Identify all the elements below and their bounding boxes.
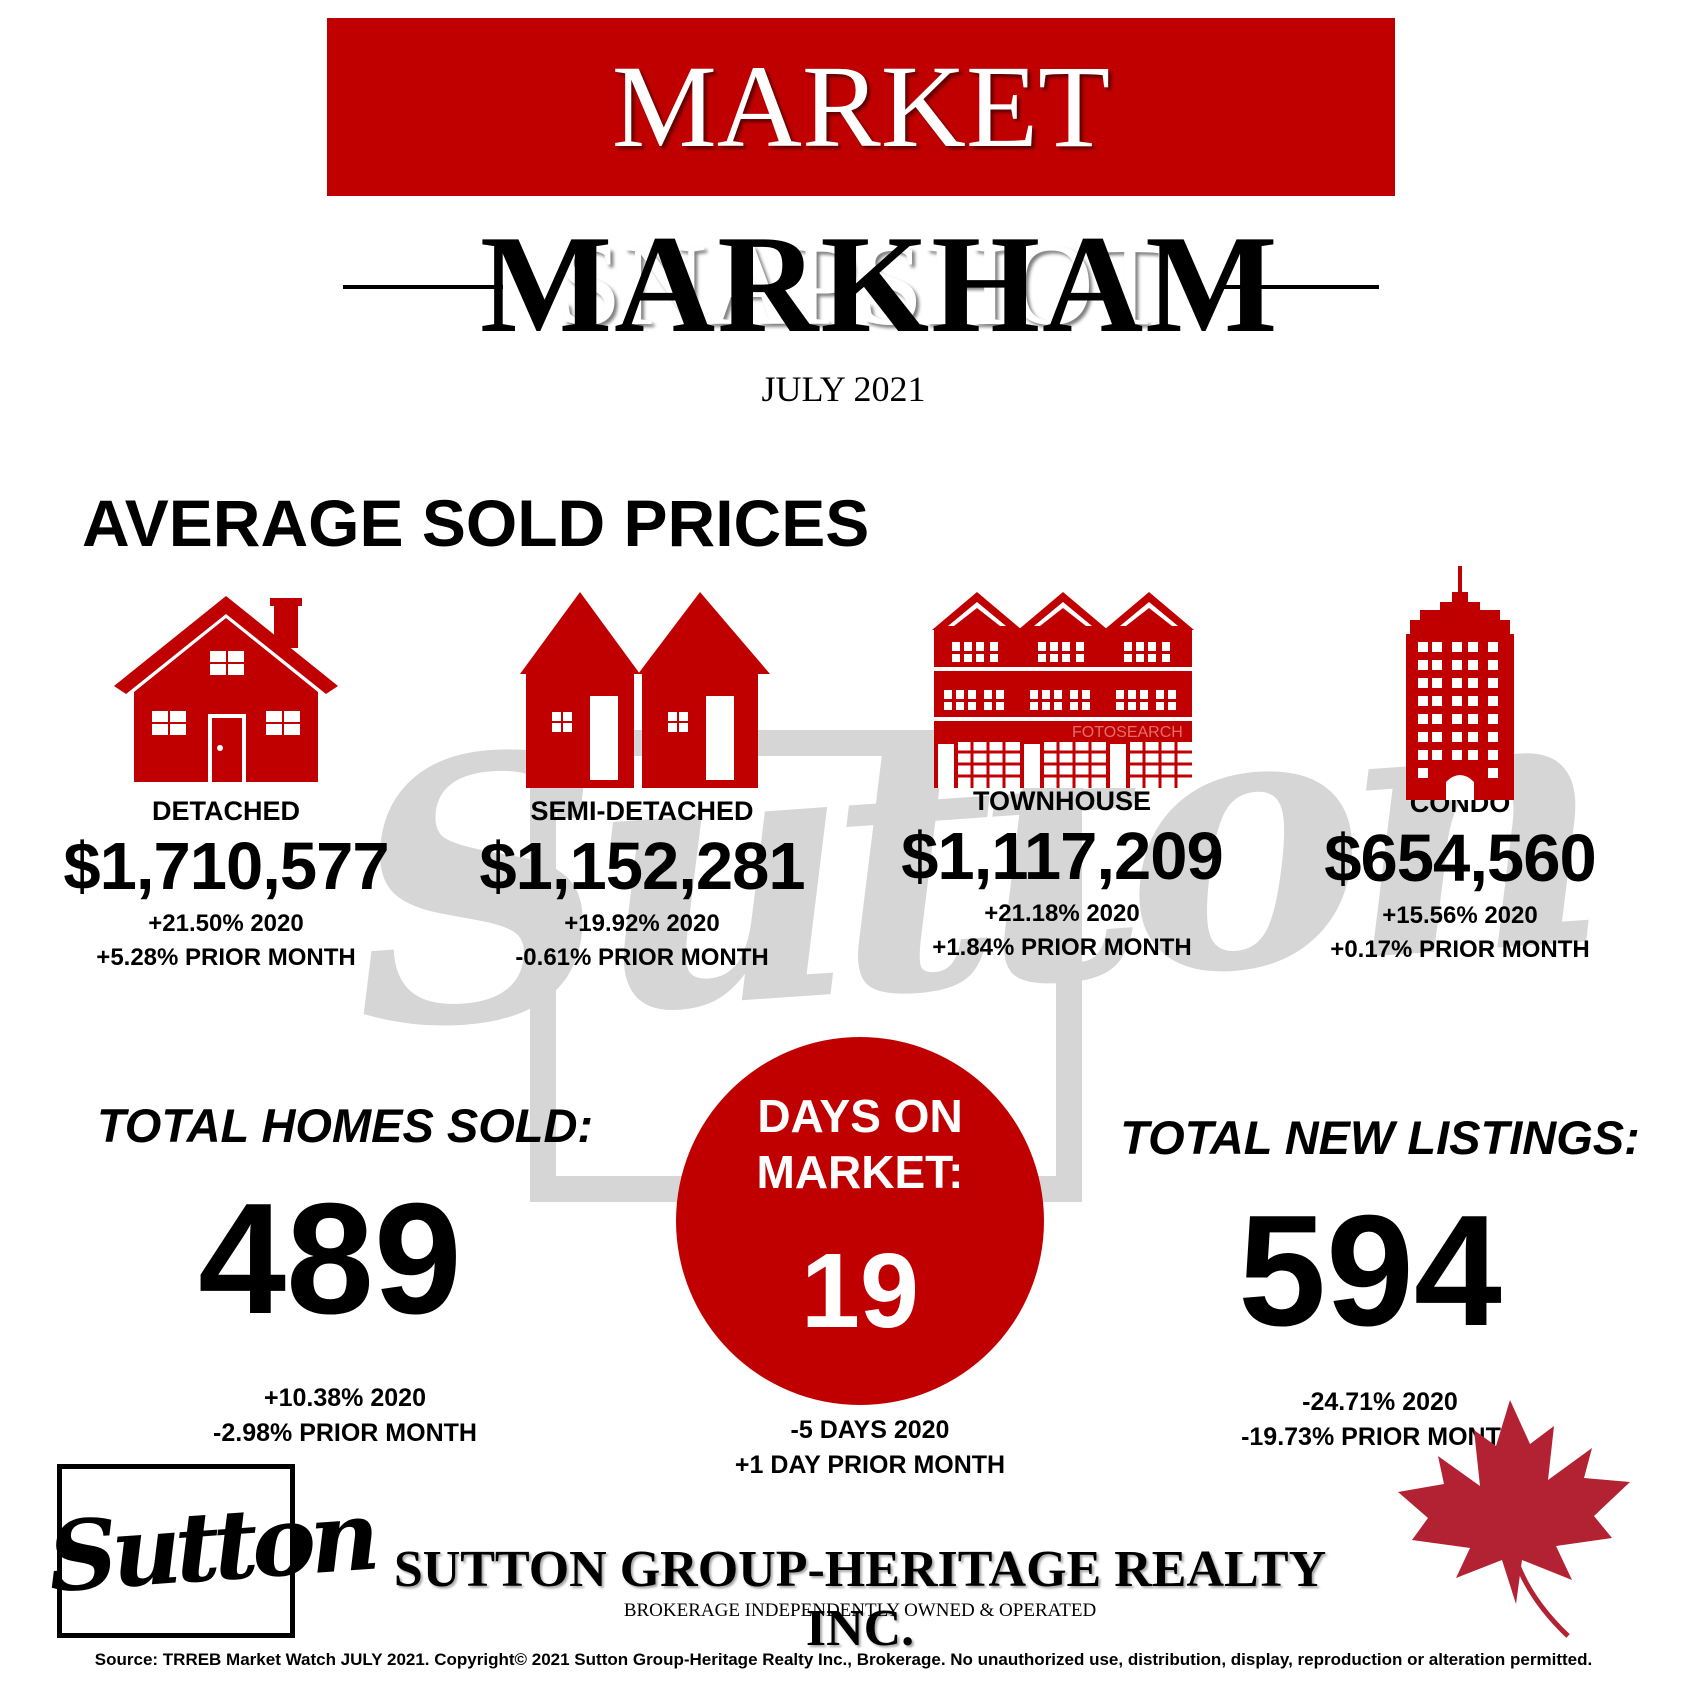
dom-changes: -5 DAYS 2020 +1 DAY PRIOR MONTH (660, 1413, 1080, 1483)
homes-sold-value: 489 (198, 1171, 462, 1347)
dom-title-line1: DAYS ON (757, 1090, 963, 1142)
new-listings-value: 594 (1238, 1183, 1502, 1359)
change-year: +19.92% 2020 (564, 910, 720, 937)
company-tagline: BROKERAGE INDEPENDENTLY OWNED & OPERATED (623, 1600, 1097, 1621)
property-label: DETACHED (152, 796, 300, 826)
new-listings-block: TOTAL NEW LISTINGS: 594 -24.71% 2020 -19… (1100, 1110, 1660, 1455)
change-year: +15.56% 2020 (1382, 902, 1538, 929)
stock-watermark-text: FOTOSEARCH (1072, 724, 1183, 741)
property-card-detached: DETACHED $1,710,577 +21.50% 2020 +5.28% … (36, 596, 416, 975)
detached-house-icon (36, 596, 416, 796)
city-title: MARKHAM (480, 207, 1280, 362)
maple-leaf-icon (1398, 1400, 1638, 1640)
title-rule-right (1217, 285, 1379, 289)
change-month: +0.17% PRIOR MONTH (1330, 936, 1590, 963)
change-year: +21.50% 2020 (148, 910, 304, 937)
sutton-logo-text: Sutton (44, 1478, 378, 1615)
section-title-average-prices: AVERAGE SOLD PRICES (82, 486, 870, 560)
semi-detached-house-icon (452, 592, 832, 792)
new-listings-title: TOTAL NEW LISTINGS: (1120, 1111, 1640, 1164)
homes-sold-block: TOTAL HOMES SOLD: 489 +10.38% 2020 -2.98… (70, 1098, 620, 1451)
property-price: $1,710,577 (63, 829, 389, 904)
homes-sold-title: TOTAL HOMES SOLD: (96, 1099, 594, 1152)
condo-tower-icon (1270, 566, 1650, 802)
property-card-condo: CONDO $654,560 +15.56% 2020 +0.17% PRIOR… (1270, 566, 1650, 967)
property-label: SEMI-DETACHED (530, 796, 754, 826)
property-price: $1,117,209 (901, 819, 1224, 894)
change-month: -19.73% PRIOR MONTH (1241, 1423, 1519, 1451)
dom-value: 19 (801, 1232, 919, 1350)
title-banner: MARKET SNAPSHOT (327, 18, 1395, 350)
company-name: SUTTON GROUP-HERITAGE REALTY INC. (393, 1541, 1327, 1657)
days-on-market-circle: DAYS ON MARKET: 19 (676, 1037, 1044, 1405)
change-year: -24.71% 2020 (1302, 1388, 1458, 1416)
change-month: +5.28% PRIOR MONTH (96, 944, 356, 971)
property-price: $1,152,281 (479, 829, 805, 904)
change-year: -5 DAYS 2020 (790, 1416, 950, 1444)
change-month: -2.98% PRIOR MONTH (213, 1419, 477, 1447)
property-label: TOWNHOUSE (972, 786, 1151, 816)
change-month: +1.84% PRIOR MONTH (932, 934, 1192, 961)
report-date: JULY 2021 (761, 369, 926, 409)
change-year: +10.38% 2020 (264, 1384, 426, 1412)
source-footer: Source: TRREB Market Watch JULY 2021. Co… (94, 1650, 1593, 1669)
sutton-logo-box (57, 1464, 295, 1638)
property-card-townhouse: FOTOSEARCH TOWNHOUSE $1,117,209 +21.18% … (872, 592, 1252, 965)
dom-title-line2: MARKET: (756, 1146, 964, 1198)
townhouse-icon: FOTOSEARCH (872, 592, 1252, 792)
property-price: $654,560 (1324, 821, 1596, 896)
title-rule-left (343, 285, 503, 289)
property-card-semi-detached: SEMI-DETACHED $1,152,281 +19.92% 2020 -0… (452, 592, 832, 975)
change-month: -0.61% PRIOR MONTH (515, 944, 769, 971)
change-month: +1 DAY PRIOR MONTH (734, 1451, 1006, 1479)
change-year: +21.18% 2020 (984, 900, 1140, 927)
banner-title: MARKET SNAPSHOT (556, 41, 1166, 350)
